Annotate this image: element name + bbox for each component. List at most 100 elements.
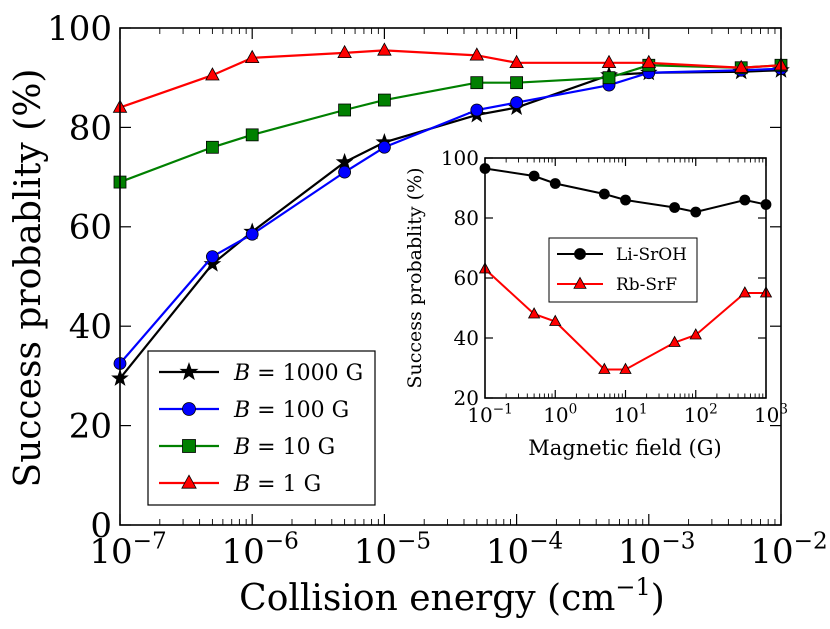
inset-axes-frame (484, 157, 767, 399)
main-xtick-label-exp: −4 (529, 529, 563, 555)
x-axis-label-text: Collision energy (cm (239, 578, 615, 619)
inset-data-point (598, 188, 610, 200)
legend-marker (181, 474, 197, 489)
inset-xtick-label: 101 (613, 402, 647, 427)
inset-xtick-label-exp: 0 (569, 402, 578, 418)
inset-series-1 (478, 262, 773, 374)
main-ytick-label: 20 (69, 407, 112, 447)
legend-label: B = 10 G (233, 435, 335, 460)
inset-data-point (690, 206, 702, 218)
main-data-point (602, 71, 616, 85)
main-xtick-label: 10−3 (618, 529, 695, 572)
inset-legend-marker (573, 276, 587, 289)
main-xtick-label-exp: −6 (265, 529, 299, 555)
main-legend: B = 1000 GB = 100 GB = 10 GB = 1 G (147, 350, 376, 506)
main-data-point (641, 54, 657, 68)
main-data-point (510, 96, 523, 109)
main-data-point (377, 42, 392, 56)
legend-label: B = 1000 G (233, 361, 363, 386)
legend-label: B = 1 G (233, 472, 321, 497)
inset-xtick-label-base: 10 (754, 403, 779, 427)
main-data-point (470, 76, 484, 90)
inset-ytick-label: 40 (454, 326, 479, 350)
main-xtick-label-exp: −2 (794, 529, 828, 555)
legend-label-var: B (233, 435, 250, 460)
main-ytick-label: 100 (47, 9, 112, 49)
main-ytick-label: 60 (69, 208, 112, 248)
inset-xtick-label-base: 10 (684, 403, 709, 427)
x-axis-label-tail: ) (651, 578, 665, 619)
inset-data-point (739, 194, 751, 206)
legend-marker (182, 402, 196, 416)
inset-legend-label: Rb-SrF (616, 275, 677, 295)
inset-data-point (598, 362, 611, 374)
inset-data-point (620, 194, 631, 206)
inset-data-point (669, 202, 681, 213)
legend-label-var: B (233, 398, 250, 423)
main-data-point (335, 152, 354, 170)
inset-ytick-label: 20 (454, 386, 479, 410)
inset-data-point (549, 314, 562, 326)
main-xtick-label-exp: −7 (133, 529, 167, 555)
main-xtick-label-exp: −5 (397, 529, 431, 555)
inset-data-point (668, 335, 681, 347)
main-xtick-label: 10−6 (222, 529, 299, 572)
main-xtick-label-base: 10 (222, 532, 265, 572)
inset-ytick-label: 80 (454, 206, 479, 230)
inset-data-point (738, 286, 752, 298)
main-data-point (733, 59, 749, 73)
inset-legend-marker (574, 248, 586, 260)
main-ytick-label: 0 (90, 506, 112, 546)
main-data-point (337, 44, 352, 59)
inset-data-point (549, 178, 561, 189)
main-data-point (245, 128, 259, 142)
main-xtick-label: 10−4 (486, 529, 563, 572)
main-ytick-label: 40 (69, 307, 112, 347)
main-data-point (338, 103, 352, 117)
inset-xtick-label: 103 (754, 402, 788, 427)
inset-xtick-label-exp: −1 (493, 402, 513, 418)
legend-label-rest: = 10 G (250, 435, 335, 460)
main-xtick-label-exp: −3 (661, 529, 695, 555)
inset-x-axis-label: Magnetic field (G) (528, 436, 721, 460)
main-data-point (377, 140, 391, 154)
inset-ytick-label: 100 (441, 146, 479, 170)
main-xtick-label-base: 10 (618, 532, 661, 572)
main-axes-frame (119, 27, 782, 526)
main-data-point (205, 67, 220, 81)
main-data-point (509, 54, 524, 68)
legend-label-rest: = 100 G (250, 398, 349, 423)
inset-ytick-label: 60 (454, 266, 479, 290)
legend-label-var: B (233, 361, 250, 386)
inset-xtick-label-exp: 3 (779, 402, 788, 418)
inset-y-axis-label: Success probablity (%) (404, 167, 426, 388)
main-data-point (203, 254, 222, 272)
inset-xtick-label: 10−1 (467, 402, 513, 427)
main-data-point (470, 103, 484, 117)
legend-label-rest: = 1000 G (250, 361, 363, 386)
inset-data-point (689, 328, 702, 340)
legend-label: B = 100 G (233, 398, 349, 423)
main-data-point (338, 165, 352, 179)
main-series-2 (113, 58, 788, 189)
main-data-point (244, 49, 260, 64)
inset-legend-label: Li-SrOH (616, 245, 687, 265)
x-axis-label-sup: −1 (615, 573, 650, 601)
inset-data-point (619, 362, 632, 374)
main-data-point (469, 47, 485, 61)
inset-series-0 (479, 163, 772, 218)
legend-label-var: B (233, 472, 250, 497)
main-y-axis-label: Success probablity (%) (8, 69, 49, 488)
main-data-point (206, 140, 219, 154)
inset-data-point (528, 170, 540, 182)
main-data-point (510, 76, 524, 90)
inset-xtick-label-exp: 1 (639, 402, 648, 418)
inset-xtick-label: 102 (684, 402, 718, 427)
main-xtick-label-base: 10 (354, 532, 397, 572)
inset-data-point (527, 307, 541, 319)
legend-label-rest: = 1 G (250, 472, 321, 497)
legend-marker (182, 439, 196, 453)
main-xtick-label: 10−2 (750, 529, 827, 572)
